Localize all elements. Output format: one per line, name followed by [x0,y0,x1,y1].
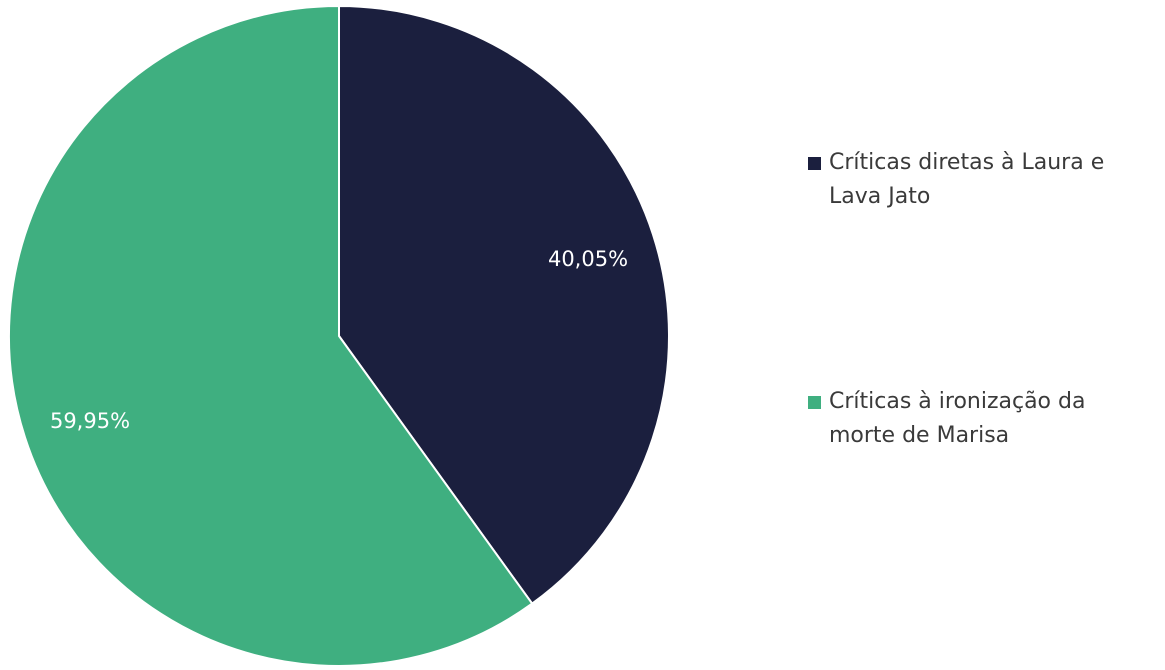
pie-slice-1 [8,4,534,667]
pie-slice-0 [338,4,670,605]
legend-swatch-green [808,396,821,409]
slice-value-label-1: 59,95% [50,409,130,433]
legend-label: Críticas à ironização da morte de Marisa [829,389,1086,448]
pie-chart: 40,05% 59,95% [8,4,670,667]
legend-item-criticas-laura-lava-jato: Críticas diretas à Laura e Lava Jato [808,146,1158,214]
legend-label: Críticas diretas à Laura e Lava Jato [829,150,1105,209]
slice-value-label-0: 40,05% [548,247,628,271]
legend-item-criticas-ironizacao-marisa: Críticas à ironização da morte de Marisa [808,385,1158,453]
legend-swatch-navy [808,157,821,170]
